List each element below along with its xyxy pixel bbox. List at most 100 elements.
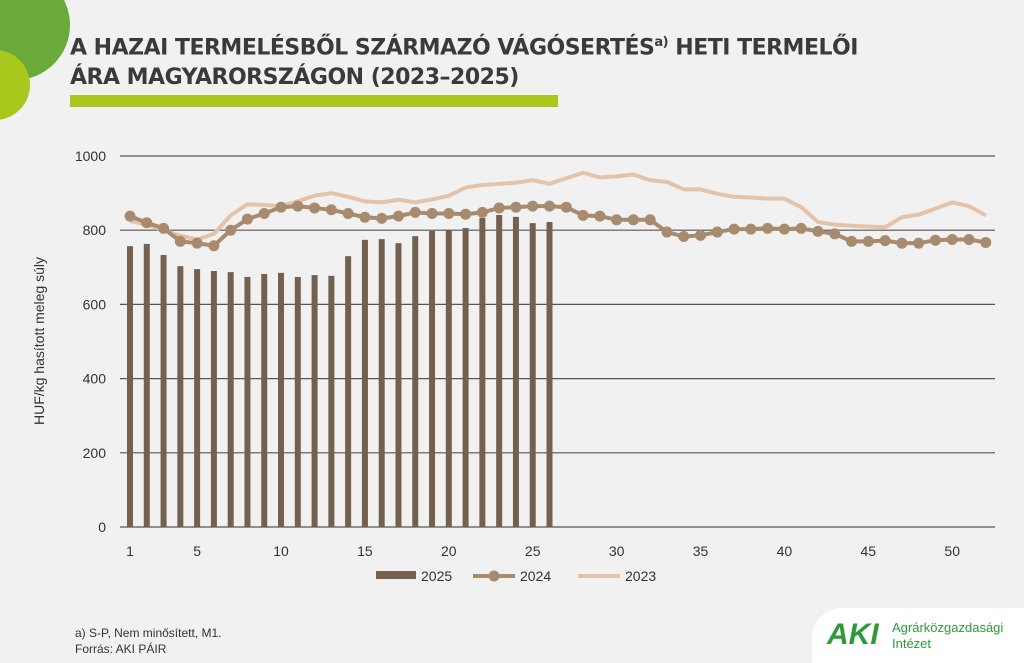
point-2024 [913, 237, 925, 249]
y-tick-label: 600 [83, 296, 107, 312]
bar-2025 [127, 246, 133, 527]
y-tick-label: 0 [98, 519, 106, 535]
point-2024 [409, 206, 421, 218]
point-2024 [392, 210, 404, 222]
point-2024 [795, 222, 807, 234]
point-2024 [258, 208, 270, 220]
bar-2025 [227, 272, 234, 527]
footnote-source: Forrás: AKI PÁIR [75, 642, 167, 656]
bar-2025 [294, 276, 301, 527]
point-2024 [376, 212, 388, 224]
footnote-note: a) S-P, Nem minősített, M1. [75, 626, 222, 640]
footnote: a) S-P, Nem minősített, M1. Forrás: AKI … [75, 625, 222, 657]
point-2024 [493, 202, 505, 214]
logo-name2: Intézet [892, 636, 932, 651]
point-2024 [963, 233, 975, 245]
point-2024 [778, 223, 790, 235]
bar-2025 [378, 239, 385, 527]
logo-name1: Agrárközgazdasági [892, 620, 1004, 635]
bar-2025 [361, 239, 368, 527]
point-2024 [946, 233, 958, 245]
point-2024 [879, 235, 891, 247]
point-2024 [745, 223, 757, 235]
point-2024 [695, 229, 707, 241]
point-2024 [359, 211, 371, 223]
bar-2025 [261, 273, 268, 527]
logo-mark: AKI [827, 618, 879, 651]
line-2024 [129, 204, 987, 248]
point-2024 [426, 208, 438, 220]
point-2024 [762, 222, 774, 234]
bar-2025 [278, 272, 285, 527]
line-2023 [129, 170, 987, 242]
bar-2025 [160, 255, 167, 527]
point-2024 [980, 236, 992, 248]
y-tick-label: 1000 [75, 148, 106, 164]
point-2024 [141, 217, 153, 229]
title-line1: A HAZAI TERMELÉSBŐL SZÁRMAZÓ VÁGÓSERTÉS [70, 35, 655, 61]
bar-2025 [395, 243, 402, 527]
point-2024 [812, 225, 824, 237]
bar-2025 [177, 266, 184, 527]
x-tick-label: 20 [441, 543, 457, 559]
title-line1b: HETI TERMELŐI [668, 35, 858, 61]
bar-2025 [210, 271, 217, 527]
point-2024 [275, 201, 287, 213]
point-2024 [644, 214, 656, 226]
bar-2025 [546, 222, 553, 527]
x-tick-label: 1 [126, 543, 134, 559]
x-tick-label: 40 [777, 543, 793, 559]
bar-2025 [244, 276, 251, 527]
point-2024 [544, 200, 555, 212]
bar-2025 [512, 216, 519, 527]
point-2024 [225, 224, 237, 236]
point-2024 [678, 231, 690, 243]
x-tick-label: 30 [609, 543, 625, 559]
point-2024 [208, 240, 220, 252]
y-tick-label: 400 [83, 371, 107, 387]
point-2024 [174, 235, 186, 247]
bar-2025 [479, 217, 486, 527]
point-2024 [527, 200, 539, 212]
point-2024 [342, 208, 354, 220]
point-2024 [661, 226, 673, 238]
title-sup: a) [654, 35, 669, 50]
y-axis-label: HUF/kg hasított meleg súly [31, 257, 47, 425]
legend-label-2025: 2025 [421, 568, 452, 584]
point-2024 [711, 226, 723, 238]
title-underline [70, 95, 558, 107]
point-2024 [862, 235, 874, 247]
point-2024 [560, 201, 572, 213]
bar-2025 [412, 236, 419, 528]
point-2024 [846, 235, 858, 247]
point-2024 [241, 213, 253, 225]
point-2024 [929, 234, 941, 246]
x-tick-label: 35 [693, 543, 709, 559]
point-2024 [594, 210, 606, 222]
bar-2025 [143, 243, 150, 527]
point-2024 [443, 208, 455, 220]
point-2024 [476, 206, 488, 218]
bar-2025 [462, 227, 469, 527]
point-2024 [728, 223, 740, 235]
point-2024 [460, 208, 472, 220]
point-2024 [829, 228, 841, 240]
legend-label-2024: 2024 [520, 568, 551, 584]
legend-swatch-2025 [376, 571, 416, 579]
point-2024 [611, 214, 623, 226]
bar-2025 [445, 230, 452, 527]
point-2024 [627, 214, 639, 226]
bar-2025 [496, 214, 503, 527]
point-2024 [577, 209, 589, 221]
point-2024 [896, 237, 908, 249]
legend-marker-2024 [488, 570, 500, 582]
x-tick-label: 10 [273, 543, 289, 559]
aki-logo: AKI Agrárközgazdasági Intézet [812, 608, 1024, 663]
x-tick-label: 50 [944, 543, 960, 559]
x-tick-label: 25 [525, 543, 541, 559]
bar-2025 [194, 269, 201, 527]
point-2024 [292, 200, 304, 212]
point-2024 [510, 201, 522, 213]
point-2024 [158, 222, 170, 234]
